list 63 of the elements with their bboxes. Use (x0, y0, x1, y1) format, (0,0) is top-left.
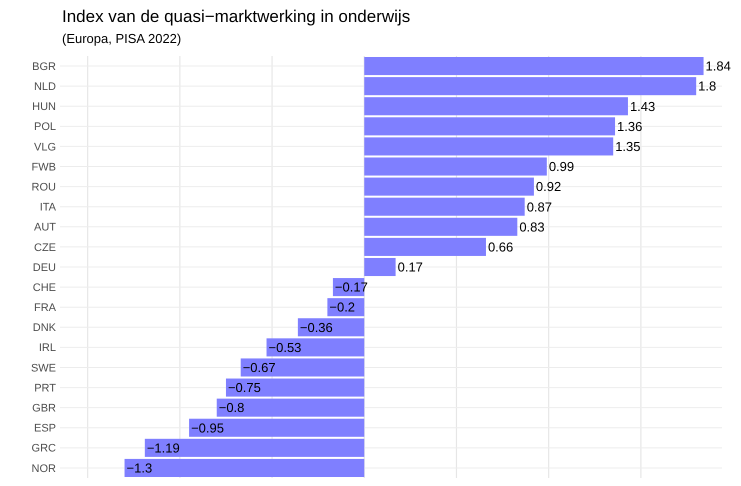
y-tick-label: DNK (32, 322, 57, 334)
bar (189, 418, 364, 437)
chart-title: Index van de quasi−marktwerking in onderwijs (62, 7, 410, 26)
chart-subtitle: (Europa, PISA 2022) (62, 31, 182, 46)
bar (364, 198, 525, 216)
y-tick-label: NLD (34, 80, 56, 93)
data-label: −0.2 (329, 300, 356, 315)
y-tick-label: AUT (34, 222, 56, 234)
data-label: 1.35 (615, 138, 641, 154)
data-label: −0.8 (218, 400, 244, 416)
bar (364, 117, 616, 136)
y-tick-label: GRC (32, 442, 56, 455)
y-tick-label: SWE (30, 362, 56, 374)
bar (298, 318, 364, 336)
data-label: 0.92 (536, 179, 562, 194)
bar (124, 458, 364, 477)
bar (226, 378, 364, 397)
y-tick-label: BGR (32, 60, 56, 73)
data-label: 0.66 (488, 239, 514, 254)
y-tick-label: CHE (32, 282, 56, 294)
y-tick-label: NOR (32, 462, 56, 475)
bar (364, 157, 547, 176)
bar (266, 338, 364, 356)
y-tick-label: ESP (34, 422, 56, 435)
data-label: −0.17 (334, 280, 368, 295)
y-tick-label: CZE (34, 242, 56, 254)
bar (364, 178, 534, 196)
y-tick-label: ITA (40, 202, 57, 214)
y-tick-label: FRA (34, 302, 57, 314)
y-tick-label: PRT (34, 382, 56, 394)
data-label: −0.53 (268, 340, 302, 355)
bar (240, 358, 364, 377)
bar (364, 77, 696, 96)
data-label: 1.8 (698, 78, 716, 94)
bar (364, 258, 396, 276)
y-tick-label: IRL (38, 342, 56, 354)
data-label: 0.83 (519, 219, 545, 234)
data-label: −0.36 (300, 320, 333, 335)
y-tick-label: VLG (34, 141, 56, 154)
y-tick-label: GBR (32, 402, 56, 415)
y-tick-label: FWB (32, 161, 56, 174)
data-label: −1.19 (146, 440, 180, 456)
bar (364, 218, 518, 236)
data-label: −0.95 (191, 420, 224, 436)
data-label: 1.84 (706, 58, 731, 74)
data-label: 1.36 (617, 118, 642, 134)
data-label: −1.3 (126, 460, 152, 476)
bar (216, 398, 364, 417)
y-tick-label: POL (34, 121, 56, 134)
data-label: −0.67 (242, 360, 276, 376)
bar (364, 57, 704, 76)
data-label: 0.17 (398, 260, 423, 275)
bar (364, 97, 628, 116)
data-label: 0.99 (548, 159, 574, 174)
data-label: 0.87 (526, 199, 552, 214)
bar (144, 438, 364, 457)
bar (364, 238, 486, 256)
data-label: 1.43 (630, 98, 656, 114)
y-tick-label: DEU (32, 262, 56, 274)
bar (364, 137, 614, 156)
data-label: −0.75 (228, 380, 261, 396)
y-tick-label: HUN (32, 101, 56, 114)
y-tick-label: ROU (32, 181, 56, 194)
